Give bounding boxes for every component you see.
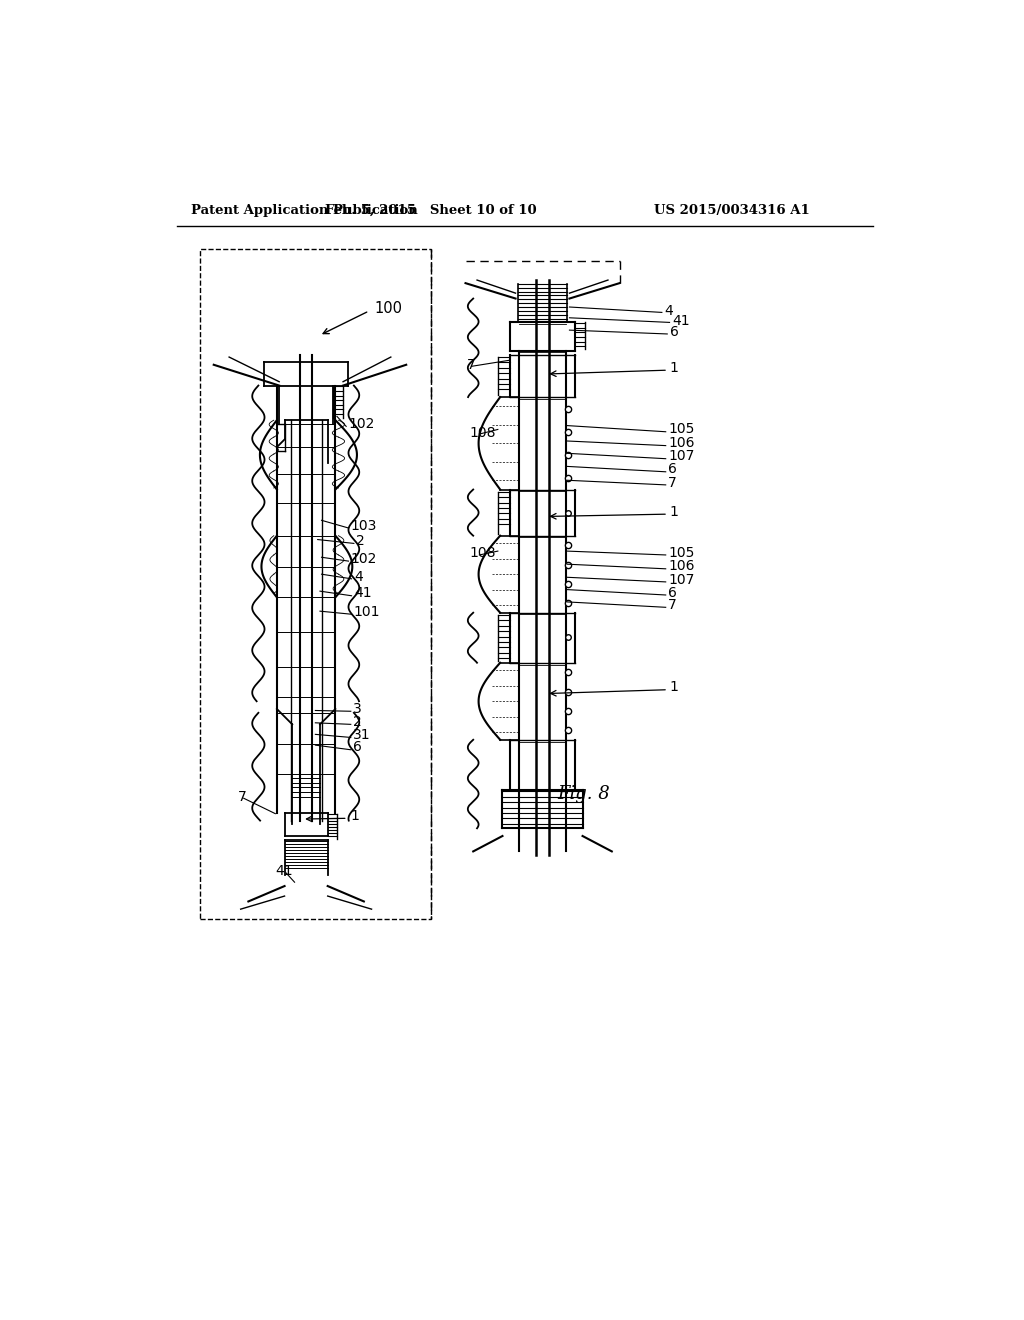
Text: 6: 6 — [668, 586, 677, 599]
Text: 101: 101 — [354, 605, 380, 619]
Text: 102: 102 — [348, 417, 375, 432]
Text: 6: 6 — [353, 741, 361, 755]
Text: 1: 1 — [350, 809, 358, 822]
Text: 7: 7 — [467, 358, 476, 372]
Text: 106: 106 — [668, 437, 694, 450]
Text: 108: 108 — [469, 425, 496, 440]
Text: 1: 1 — [670, 680, 679, 694]
Text: 1: 1 — [670, 360, 679, 375]
Text: 102: 102 — [351, 552, 377, 566]
Text: 3: 3 — [353, 702, 361, 715]
Text: 4: 4 — [354, 569, 362, 583]
Text: 7: 7 — [668, 475, 677, 490]
Text: 7: 7 — [239, 789, 247, 804]
Text: Patent Application Publication: Patent Application Publication — [190, 205, 418, 218]
Text: 107: 107 — [668, 449, 694, 463]
Text: 6: 6 — [670, 326, 679, 339]
Text: 2: 2 — [353, 715, 361, 729]
Text: 107: 107 — [668, 573, 694, 586]
Text: US 2015/0034316 A1: US 2015/0034316 A1 — [654, 205, 810, 218]
Text: 2: 2 — [356, 535, 365, 548]
Text: 31: 31 — [353, 729, 371, 742]
Text: 106: 106 — [668, 560, 694, 573]
Text: 4: 4 — [665, 304, 673, 318]
Text: Feb. 5, 2015   Sheet 10 of 10: Feb. 5, 2015 Sheet 10 of 10 — [325, 205, 537, 218]
Bar — [200, 249, 431, 919]
Text: 103: 103 — [351, 519, 377, 533]
Text: 105: 105 — [668, 422, 694, 437]
Text: 7: 7 — [668, 598, 677, 612]
Text: 100: 100 — [375, 301, 402, 315]
Text: 105: 105 — [668, 545, 694, 560]
Text: 41: 41 — [275, 863, 293, 878]
Text: 41: 41 — [354, 586, 372, 601]
Text: 1: 1 — [670, 504, 679, 519]
Text: 6: 6 — [668, 462, 677, 477]
Text: Fig. 8: Fig. 8 — [557, 784, 609, 803]
Text: 108: 108 — [469, 546, 496, 561]
Text: 41: 41 — [672, 314, 689, 327]
